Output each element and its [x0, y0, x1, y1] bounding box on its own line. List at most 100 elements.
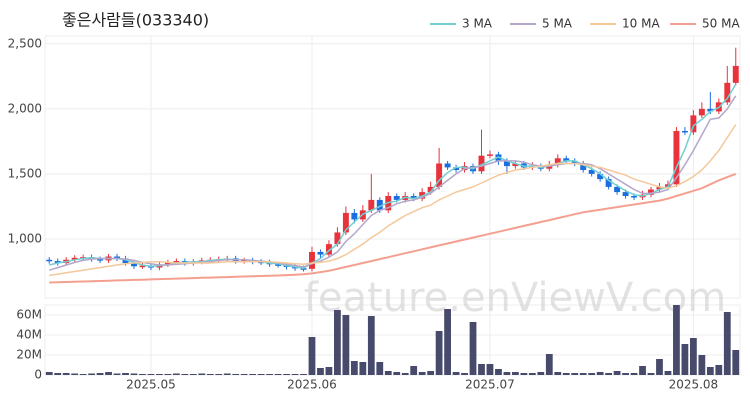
- volume-bar: [393, 372, 401, 375]
- volume-bar: [673, 305, 680, 375]
- volume-bar: [605, 373, 613, 375]
- candle-body: [614, 186, 621, 193]
- y-tick-label: 20M: [16, 348, 42, 362]
- candle-body: [631, 196, 638, 198]
- volume-bar: [147, 374, 155, 375]
- volume-bar: [664, 371, 672, 375]
- candle-body: [436, 163, 443, 187]
- candle-body: [605, 179, 612, 187]
- volume-bar: [156, 374, 163, 375]
- candle-body: [698, 108, 705, 116]
- x-tick-label: 2025.05: [126, 378, 176, 392]
- legend-label: 5 MA: [542, 17, 573, 31]
- volume-bar: [274, 374, 282, 375]
- candle-body: [54, 261, 61, 264]
- candle-body: [139, 265, 146, 268]
- ma-line: [49, 172, 737, 284]
- volume-bar: [723, 312, 731, 375]
- volume-bar: [545, 354, 553, 375]
- volume-bar: [528, 373, 536, 375]
- volume-bar: [537, 372, 545, 375]
- y-tick-label: 60M: [16, 308, 42, 322]
- legend-label: 50 MA: [702, 17, 740, 31]
- volume-bar: [54, 373, 62, 375]
- legend-label: 3 MA: [462, 17, 493, 31]
- volume-bar: [418, 372, 426, 375]
- y-tick-label: 2,000: [8, 101, 42, 115]
- volume-bar: [342, 315, 350, 375]
- volume-bar: [689, 338, 697, 375]
- volume-bar: [223, 373, 231, 375]
- y-tick-label: 1,000: [8, 231, 42, 245]
- volume-bar: [613, 371, 621, 375]
- candle-body: [487, 154, 493, 156]
- volume-bar: [215, 374, 223, 375]
- volume-bar: [732, 350, 740, 375]
- volume-bar: [257, 374, 265, 375]
- candle-body: [173, 261, 180, 263]
- x-tick-label: 2025.08: [669, 378, 719, 392]
- volume-bar: [198, 373, 206, 375]
- candle-body: [334, 232, 341, 245]
- volume-bar: [79, 374, 87, 375]
- y-tick-label: 40M: [16, 328, 42, 342]
- volume-bar: [300, 374, 307, 375]
- volume-bar: [105, 372, 112, 375]
- volume-bar: [266, 374, 273, 375]
- candle-body: [46, 259, 53, 262]
- candle-body: [580, 163, 587, 170]
- volume-bar: [308, 337, 316, 375]
- volume-bar: [88, 373, 96, 375]
- volume-bar: [681, 344, 689, 375]
- candle-body: [478, 155, 485, 172]
- volume-bar: [579, 373, 587, 375]
- y-tick-label: 2,500: [8, 36, 42, 50]
- candle-body: [368, 199, 375, 211]
- candle-body: [410, 196, 417, 199]
- volume-bar: [189, 374, 197, 375]
- volume-bar: [571, 373, 579, 375]
- volume-bar: [706, 367, 714, 375]
- candle-body: [681, 130, 688, 133]
- candle-body: [707, 108, 714, 112]
- volume-bar: [45, 372, 53, 375]
- candle-body: [656, 186, 663, 190]
- candle-body: [131, 263, 137, 267]
- volume-bar: [62, 373, 70, 375]
- volume-bar: [139, 374, 146, 375]
- volume-bar: [427, 371, 435, 375]
- volume-bar: [596, 372, 604, 375]
- volume-bar: [554, 372, 562, 375]
- y-tick-label: 1,500: [8, 166, 42, 180]
- candle-body: [342, 212, 349, 233]
- candle-body: [597, 173, 604, 180]
- candle-body: [724, 82, 731, 103]
- volume-bar: [562, 373, 570, 375]
- volume-bar: [376, 362, 384, 375]
- candle-body: [114, 256, 121, 259]
- volume-bar: [96, 373, 104, 375]
- volume-bar: [486, 364, 494, 375]
- volume-bar: [512, 372, 519, 375]
- y-tick-label: 0: [34, 368, 42, 382]
- volume-bar: [232, 374, 240, 375]
- candle-body: [275, 264, 282, 266]
- candle-body: [427, 186, 434, 193]
- candle-body: [376, 199, 383, 211]
- volume-bar: [410, 366, 418, 375]
- candle-body: [588, 169, 595, 174]
- candle-body: [554, 158, 561, 165]
- ma-line: [49, 124, 737, 277]
- volume-bar: [444, 309, 451, 375]
- candle-body: [325, 244, 332, 255]
- volume-bar: [249, 374, 257, 375]
- volume-bar: [520, 373, 528, 375]
- legend-label: 10 MA: [622, 17, 660, 31]
- volume-bar: [452, 372, 460, 375]
- candle-body: [571, 160, 578, 164]
- volume-bar: [367, 316, 375, 375]
- volume-bar: [164, 374, 172, 375]
- plot-area: [44, 304, 741, 376]
- volume-bar: [334, 310, 341, 375]
